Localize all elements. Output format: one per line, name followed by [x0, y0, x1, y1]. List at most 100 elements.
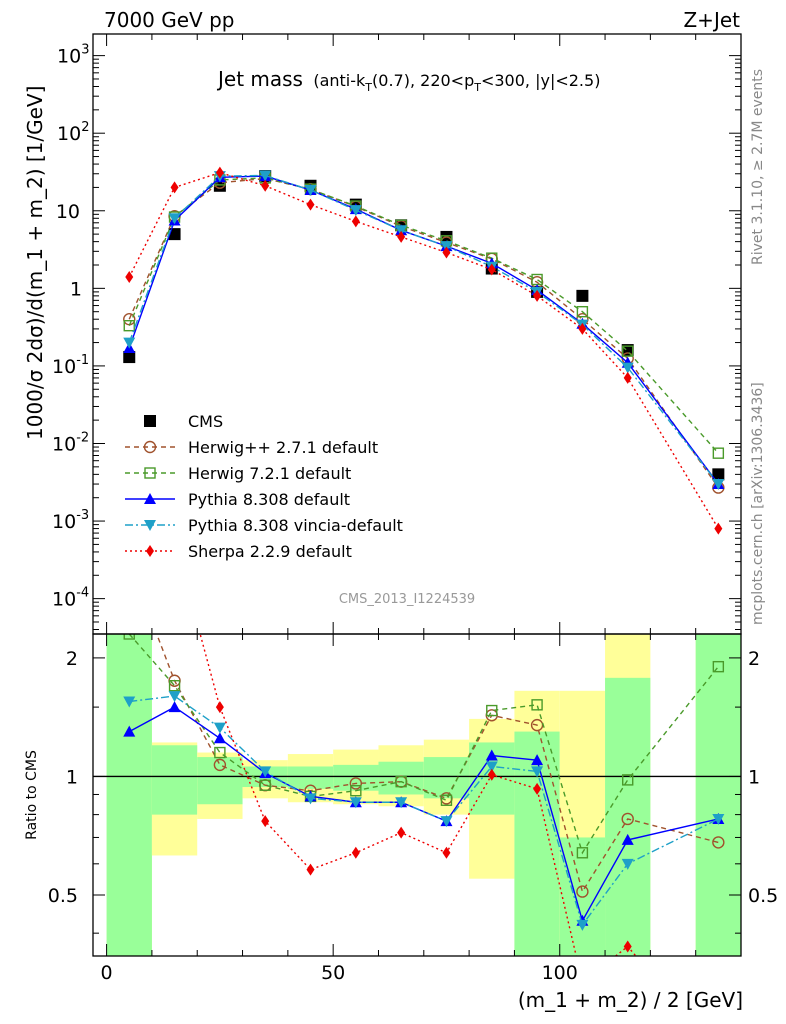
ratio-point: [124, 557, 135, 568]
ratio-point: [349, 777, 363, 790]
ratio-point: [168, 679, 181, 692]
y-tick-label: 10-3: [52, 508, 89, 533]
data-point: [123, 351, 136, 364]
main-ylabel: 1000/σ 2dσ)/d(m_1 + m_2) [1/GeV]: [23, 86, 47, 440]
ratio-point: [350, 785, 362, 797]
ratio-xlabel: (m_1 + m_2) / 2 [GeV]: [518, 988, 743, 1012]
data-point: [304, 185, 317, 197]
axes: 10-4 10-3 10-2 10-1 1 10 102 103 0.5 0.5 1 1 2 2 0 50 10…: [48, 33, 778, 984]
band-green-6: [378, 761, 424, 795]
band-green-11: [605, 677, 651, 956]
ratio-panel-series: [123, 363, 725, 956]
y-tick-label: 10: [56, 201, 80, 223]
legend-label: Pythia 8.308 vincia-default: [188, 516, 403, 535]
data-point: [168, 228, 181, 241]
main-panel-series: [123, 166, 725, 535]
ratio-point: [351, 846, 360, 859]
legend-item: Herwig++ 2.7.1 default: [125, 438, 378, 457]
ratio-point: [623, 940, 632, 953]
header-right: Z+Jet: [683, 8, 740, 32]
ratio-y-tick-label: 1: [66, 766, 78, 788]
ratio-point: [440, 816, 453, 828]
y-tick-label: 103: [57, 43, 89, 68]
plot-title-sub-mid: (0.7), 220<p: [372, 71, 474, 90]
data-point: [306, 198, 315, 211]
legend-item: Pythia 8.308 default: [125, 490, 350, 509]
data-point: [712, 479, 725, 491]
data-point: [533, 289, 542, 302]
legend-marker: [144, 493, 156, 504]
ratio-point: [485, 749, 498, 761]
ratio-point: [259, 766, 272, 778]
ratio-point: [531, 766, 544, 778]
plot-title-sub-post: <300, |y|<2.5): [481, 71, 600, 90]
legend: CMS Herwig++ 2.7.1 default Herwig 7.2.1 de…: [125, 412, 403, 561]
ratio-point: [123, 634, 135, 640]
data-point: [351, 215, 360, 228]
ratio-point: [215, 701, 224, 714]
data-point: [576, 289, 589, 302]
ratio-point: [168, 701, 181, 713]
ratio-point: [712, 660, 725, 673]
y-tick-label: 10-4: [52, 586, 89, 611]
mcplots-label: mcplots.cern.ch [arXiv:1306.3436]: [750, 382, 766, 625]
ratio-point: [621, 833, 634, 845]
ratio-point: [214, 746, 226, 759]
ratio-point: [442, 846, 451, 859]
ratio-y-tick-label-right: 0.5: [748, 885, 778, 907]
legend-marker: [146, 545, 154, 557]
legend-label: Pythia 8.308 default: [188, 490, 350, 509]
legend-marker: [144, 415, 156, 427]
ratio-point: [123, 725, 136, 737]
ratio-point: [576, 847, 589, 859]
data-point: [215, 166, 224, 179]
data-point: [487, 263, 496, 276]
data-point: [576, 305, 589, 318]
ratio-point: [531, 699, 543, 711]
ratio-y-tick-label-right: 2: [748, 648, 760, 670]
data-point: [123, 319, 135, 332]
plot-title-sub-pre: (anti-k: [313, 71, 366, 90]
series-cms: [123, 170, 725, 481]
x-tick-label: 0: [101, 962, 113, 984]
ratio-point: [125, 363, 133, 375]
y-tick-label: 1: [70, 278, 82, 300]
data-point: [261, 179, 270, 192]
legend-marker: [143, 440, 157, 454]
ratio-point: [486, 704, 498, 717]
data-point: [123, 337, 136, 349]
ratio-y-tick-label-right: 1: [748, 766, 760, 788]
ratio-point: [440, 794, 453, 806]
plot-title-main: Jet mass: [216, 67, 303, 91]
data-point: [714, 522, 723, 535]
y-tick-label: 10-2: [52, 430, 89, 455]
legend-label: Sherpa 2.2.9 default: [188, 542, 352, 561]
ratio-y-tick-label: 2: [66, 648, 78, 670]
data-point: [621, 362, 634, 374]
ratio-point: [349, 797, 362, 809]
ratio-point: [621, 812, 634, 826]
ratio-point: [259, 779, 271, 791]
y-tick-label: 10-1: [52, 353, 89, 378]
ratio-series-sherpa-2-2-9-default: [125, 363, 637, 956]
ratio-point: [712, 813, 725, 825]
ratio-ylabel: Ratio to CMS: [24, 750, 40, 840]
ratio-point: [622, 774, 634, 786]
band-green-7: [423, 757, 470, 799]
ratio-point: [168, 691, 181, 703]
band-green-1: [151, 745, 198, 815]
ratio-point: [487, 768, 496, 781]
ratio-series-pythia-8-308-vincia-default: [123, 691, 725, 931]
ratio-point: [397, 826, 406, 839]
legend-item: Sherpa 2.2.9 default: [125, 542, 352, 561]
data-point: [259, 170, 272, 182]
header-left: 7000 GeV pp: [104, 8, 235, 32]
plot-title: Jet mass (anti-kT(0.7), 220<pT<300, |y|<…: [216, 67, 600, 94]
data-point: [622, 345, 634, 357]
ratio-point: [576, 885, 589, 898]
series-line: [128, 177, 719, 454]
uncertainty-bands: [93, 634, 741, 956]
x-tick-label: 100: [542, 962, 578, 984]
x-tick-label: 50: [321, 962, 345, 984]
